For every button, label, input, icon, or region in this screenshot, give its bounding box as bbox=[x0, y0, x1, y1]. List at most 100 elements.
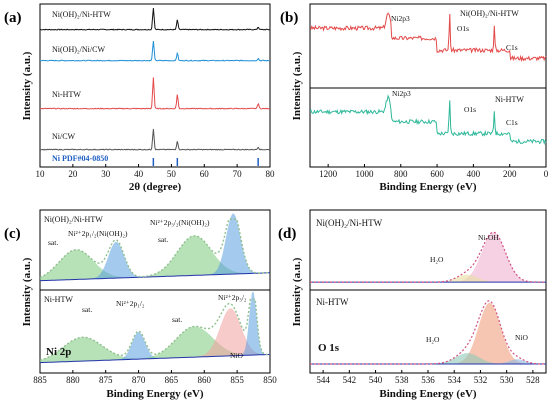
panel-c-core-label: Ni 2p bbox=[46, 346, 71, 358]
panel-c-tick-label-1: 880 bbox=[66, 375, 80, 385]
panel-c-plot bbox=[39, 213, 271, 364]
panel-c-top-ann-1: Ni²⁺2p₁/₂(Ni(OH)₂) bbox=[68, 229, 128, 238]
panel-c-frame bbox=[39, 209, 271, 374]
panel-c-sub1-component-0 bbox=[40, 337, 270, 363]
panel-b-plot bbox=[309, 12, 547, 146]
panel-a-tick-label-1: 20 bbox=[68, 169, 78, 179]
panel-c-top-ann-0: sat. bbox=[48, 238, 58, 247]
panel-b-series-1-label: Ni-HTW bbox=[495, 95, 524, 104]
panel-c-tick-label-2: 875 bbox=[99, 375, 113, 385]
panel-c-top-name: Ni(OH)₂/Ni-HTW bbox=[44, 215, 103, 224]
panel-c-top-ann-3: Ni²⁺2p₃/₂(Ni(OH)₂) bbox=[150, 218, 210, 227]
panel-d-label: (d) bbox=[278, 226, 296, 242]
panel-c-label: (c) bbox=[4, 226, 21, 242]
panel-b-label: (b) bbox=[280, 10, 298, 26]
panel-d: (d) Intensity (a.u.) Binding Energy (eV)… bbox=[278, 209, 547, 400]
panel-c-sub0-envelope bbox=[39, 218, 270, 279]
panel-c-sub0-background bbox=[39, 272, 270, 282]
panel-d-top-name: Ni(OH)₂/Ni-HTW bbox=[316, 218, 383, 228]
panel-d-xticks: 544 542 540 538 536 534 532 530 528 bbox=[316, 370, 540, 385]
panel-d-sub1-component-0 bbox=[310, 302, 546, 364]
panel-a-series-1-line bbox=[39, 41, 271, 62]
panel-d-sub1-envelope bbox=[310, 300, 545, 365]
panel-d-tick-label-3: 538 bbox=[395, 375, 409, 385]
panel-a-reference-label: Ni PDF#04-0850 bbox=[52, 154, 108, 163]
panel-a-tick-label-0: 10 bbox=[36, 169, 46, 179]
panel-c-sub1-envelope bbox=[39, 298, 270, 361]
panel-a: (a) Intensity (a.u.) 2θ (degree) 10 20 30 4… bbox=[4, 3, 275, 193]
panel-d-frame bbox=[309, 209, 547, 374]
panel-a-series-0-line bbox=[40, 7, 271, 31]
panel-b-s1-ann-1: O1s bbox=[464, 105, 476, 114]
panel-c-tick-label-7: 850 bbox=[263, 375, 277, 385]
panel-a-series-0-label: Ni(OH)₂/Ni-HTW bbox=[52, 10, 111, 19]
panel-c-bottom-ann-0: sat. bbox=[82, 305, 92, 314]
panel-b-s0-ann-1: O1s bbox=[457, 24, 469, 33]
panel-b-tick-label-1: 1000 bbox=[355, 169, 374, 179]
panel-a-series-2-label: Ni-HTW bbox=[52, 90, 81, 99]
panel-b-tick-label-4: 400 bbox=[467, 169, 481, 179]
panel-d-tick-label-6: 532 bbox=[474, 375, 488, 385]
panel-d-tick-label-2: 540 bbox=[369, 375, 383, 385]
panel-c-tick-label-4: 865 bbox=[165, 375, 179, 385]
panel-a-plot bbox=[39, 7, 271, 166]
panel-c-top-ann-2: sat. bbox=[158, 235, 168, 244]
panel-b-tick-label-5: 200 bbox=[503, 169, 517, 179]
panel-a-tick-label-6: 70 bbox=[233, 169, 243, 179]
panel-b-series-0-label: Ni(OH)₂/Ni-HTW bbox=[460, 9, 519, 18]
panel-b-series-0-line bbox=[309, 12, 547, 63]
panel-d-tick-label-5: 534 bbox=[447, 375, 461, 385]
panel-b-xticks: 1200 1000 800 600 400 200 0 bbox=[319, 164, 549, 179]
panel-a-xlabel: 2θ (degree) bbox=[129, 181, 182, 193]
panel-d-ylabel: Intensity (a.u.) bbox=[291, 257, 303, 326]
panel-d-bottom-ann-0: H₂O bbox=[426, 335, 440, 344]
panel-c: (c) Intensity (a.u.) Binding Energy (eV)… bbox=[4, 209, 277, 400]
panel-d-core-label: O 1s bbox=[318, 342, 340, 354]
panel-a-tick-label-3: 40 bbox=[134, 169, 144, 179]
panel-c-bottom-name: Ni-HTW bbox=[44, 295, 73, 304]
panel-a-tick-label-2: 30 bbox=[101, 169, 111, 179]
panel-d-bottom-name: Ni-HTW bbox=[316, 297, 349, 307]
panel-d-xlabel: Binding Energy (eV) bbox=[379, 388, 477, 400]
panel-b-frame bbox=[309, 3, 547, 168]
panel-c-bottom-ann-3: Ni²⁺2p₃/₂ bbox=[218, 293, 247, 302]
panel-c-tick-label-6: 855 bbox=[230, 375, 244, 385]
panel-c-bottom-ann-4: NiO bbox=[230, 351, 244, 360]
panel-c-sub0-component-0 bbox=[40, 249, 270, 281]
panel-a-series-3-label: Ni/CW bbox=[52, 132, 76, 141]
panel-c-sub1-background bbox=[39, 353, 271, 364]
panel-b-tick-label-0: 1200 bbox=[319, 169, 338, 179]
panel-d-tick-label-7: 530 bbox=[500, 375, 514, 385]
panel-d-sub0-envelope bbox=[310, 231, 545, 283]
panel-c-tick-label-5: 860 bbox=[198, 375, 212, 385]
panel-d-sub1-component-1 bbox=[310, 353, 546, 364]
panel-c-bottom-ann-1: Ni²⁺2p₁/₂ bbox=[116, 299, 145, 308]
panel-a-label: (a) bbox=[4, 10, 22, 26]
panel-c-ylabel: Intensity (a.u.) bbox=[21, 257, 33, 326]
panel-b-tick-label-6: 0 bbox=[544, 169, 549, 179]
panel-c-tick-label-0: 885 bbox=[33, 375, 47, 385]
panel-d-top-ann-0: Ni-OH bbox=[478, 233, 499, 242]
panel-c-xlabel: Binding Energy (eV) bbox=[106, 388, 204, 400]
panel-c-sub1-component-3 bbox=[40, 308, 270, 363]
panel-b-s1-ann-0: Ni2p3 bbox=[392, 89, 411, 98]
panel-a-tick-label-4: 50 bbox=[167, 169, 177, 179]
panel-a-ylabel: Intensity (a.u.) bbox=[21, 51, 33, 120]
panel-b-xlabel: Binding Energy (eV) bbox=[379, 181, 477, 193]
panel-a-series-3-line bbox=[39, 128, 271, 151]
panel-b-tick-label-2: 800 bbox=[394, 169, 408, 179]
panel-a-xticks: 10 20 30 40 50 60 70 80 bbox=[36, 164, 275, 179]
panel-d-sub0-component-0 bbox=[310, 232, 546, 283]
panel-b-tick-label-3: 600 bbox=[430, 169, 444, 179]
panel-b: (b) Intensity (a.u.) Binding Energy (eV)… bbox=[280, 3, 549, 193]
panel-b-ylabel: Intensity (a.u.) bbox=[291, 51, 303, 120]
panel-b-s1-ann-2: C1s bbox=[506, 118, 518, 127]
panel-b-series-1-line bbox=[309, 94, 547, 146]
panel-c-bottom-ann-2: sat. bbox=[172, 315, 182, 324]
panel-c-xticks: 885 880 875 870 865 860 855 850 bbox=[33, 370, 277, 385]
panel-c-sub0-component-2 bbox=[40, 235, 270, 281]
panel-d-top-ann-1: H₂O bbox=[430, 255, 444, 264]
panel-a-frame bbox=[39, 3, 271, 168]
panel-b-s0-ann-2: C1s bbox=[506, 43, 518, 52]
